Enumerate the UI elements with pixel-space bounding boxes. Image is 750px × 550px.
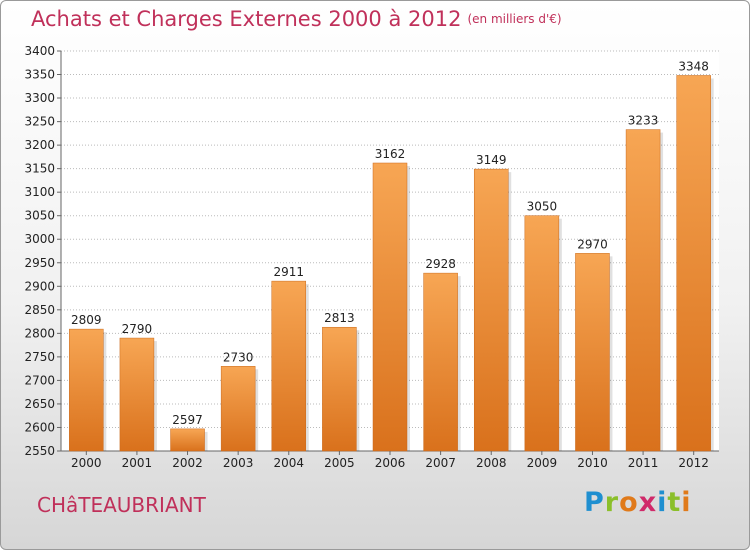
bar-value-label: 3348 (678, 59, 709, 73)
bar (119, 337, 155, 452)
chart-title-main: Achats et Charges Externes 2000 à 2012 (31, 7, 462, 31)
bar-value-label: 3149 (476, 153, 507, 167)
y-tick-label: 3200 (24, 138, 55, 152)
y-tick-label: 3000 (24, 232, 55, 246)
y-tick-label: 3250 (24, 115, 55, 129)
brand-letter: x (638, 487, 658, 518)
y-tick-label: 2600 (24, 420, 55, 434)
x-tick-label: 2007 (425, 456, 456, 470)
x-tick-label: 2010 (577, 456, 608, 470)
bar-value-label: 2809 (71, 313, 102, 327)
y-tick-label: 3400 (24, 44, 55, 58)
x-tick-label: 2005 (324, 456, 355, 470)
x-tick-label: 2004 (273, 456, 304, 470)
bar (271, 280, 307, 452)
bar-value-label: 2970 (577, 237, 608, 251)
y-tick-label: 2850 (24, 303, 55, 317)
brand-letter: i (681, 487, 692, 518)
bar-value-label: 3233 (628, 114, 659, 128)
y-tick-label: 2650 (24, 397, 55, 411)
chart-title: Achats et Charges Externes 2000 à 2012 (e… (31, 7, 562, 31)
y-tick-label: 3350 (24, 68, 55, 82)
x-tick-label: 2003 (223, 456, 254, 470)
x-tick-label: 2009 (527, 456, 558, 470)
brand-letter: P (584, 487, 605, 518)
brand-letter: r (604, 487, 620, 518)
bar-value-label: 2730 (223, 350, 254, 364)
brand-letter: o (619, 487, 639, 518)
location-label: CHâTEAUBRIANT (37, 493, 206, 517)
y-tick-label: 3150 (24, 162, 55, 176)
y-tick-label: 2800 (24, 326, 55, 340)
bar (170, 428, 205, 452)
y-tick-label: 2750 (24, 350, 55, 364)
bar (372, 162, 408, 452)
bar-value-label: 2597 (172, 413, 203, 427)
bar (423, 272, 458, 452)
chart-title-unit: (en milliers d'€) (467, 12, 562, 26)
bar-value-label: 2911 (273, 265, 304, 279)
x-tick-label: 2006 (375, 456, 406, 470)
y-tick-label: 3050 (24, 209, 55, 223)
x-tick-label: 2001 (122, 456, 153, 470)
bar-value-label: 3162 (375, 147, 406, 161)
bar (322, 326, 357, 452)
x-tick-label: 2000 (71, 456, 102, 470)
y-tick-label: 3100 (24, 185, 55, 199)
y-tick-label: 2950 (24, 256, 55, 270)
bar-value-label: 2813 (324, 311, 355, 325)
bar (69, 328, 104, 452)
x-tick-label: 2008 (476, 456, 507, 470)
bar (676, 75, 711, 452)
x-tick-label: 2012 (678, 456, 709, 470)
bar (473, 168, 509, 452)
bar (575, 253, 610, 452)
bar-value-label: 3050 (527, 200, 558, 214)
bar-chart: 2550 2600 2650 2700 2750 2800 2850 2900 2950 3000… (24, 44, 719, 470)
x-tick-label: 2011 (628, 456, 659, 470)
brand-letter: t (667, 487, 682, 518)
y-tick-label: 2550 (24, 444, 55, 458)
y-tick-label: 2900 (24, 279, 55, 293)
y-tick-label: 3300 (24, 91, 55, 105)
bar (220, 366, 256, 452)
bar (625, 129, 661, 452)
bar-value-label: 2790 (122, 322, 153, 336)
brand-logo: Proxiti (584, 487, 692, 518)
y-tick-label: 2700 (24, 373, 55, 387)
brand-letter: i (657, 487, 668, 518)
bar-value-label: 2928 (425, 257, 456, 271)
bar (524, 215, 560, 452)
x-tick-label: 2002 (172, 456, 203, 470)
